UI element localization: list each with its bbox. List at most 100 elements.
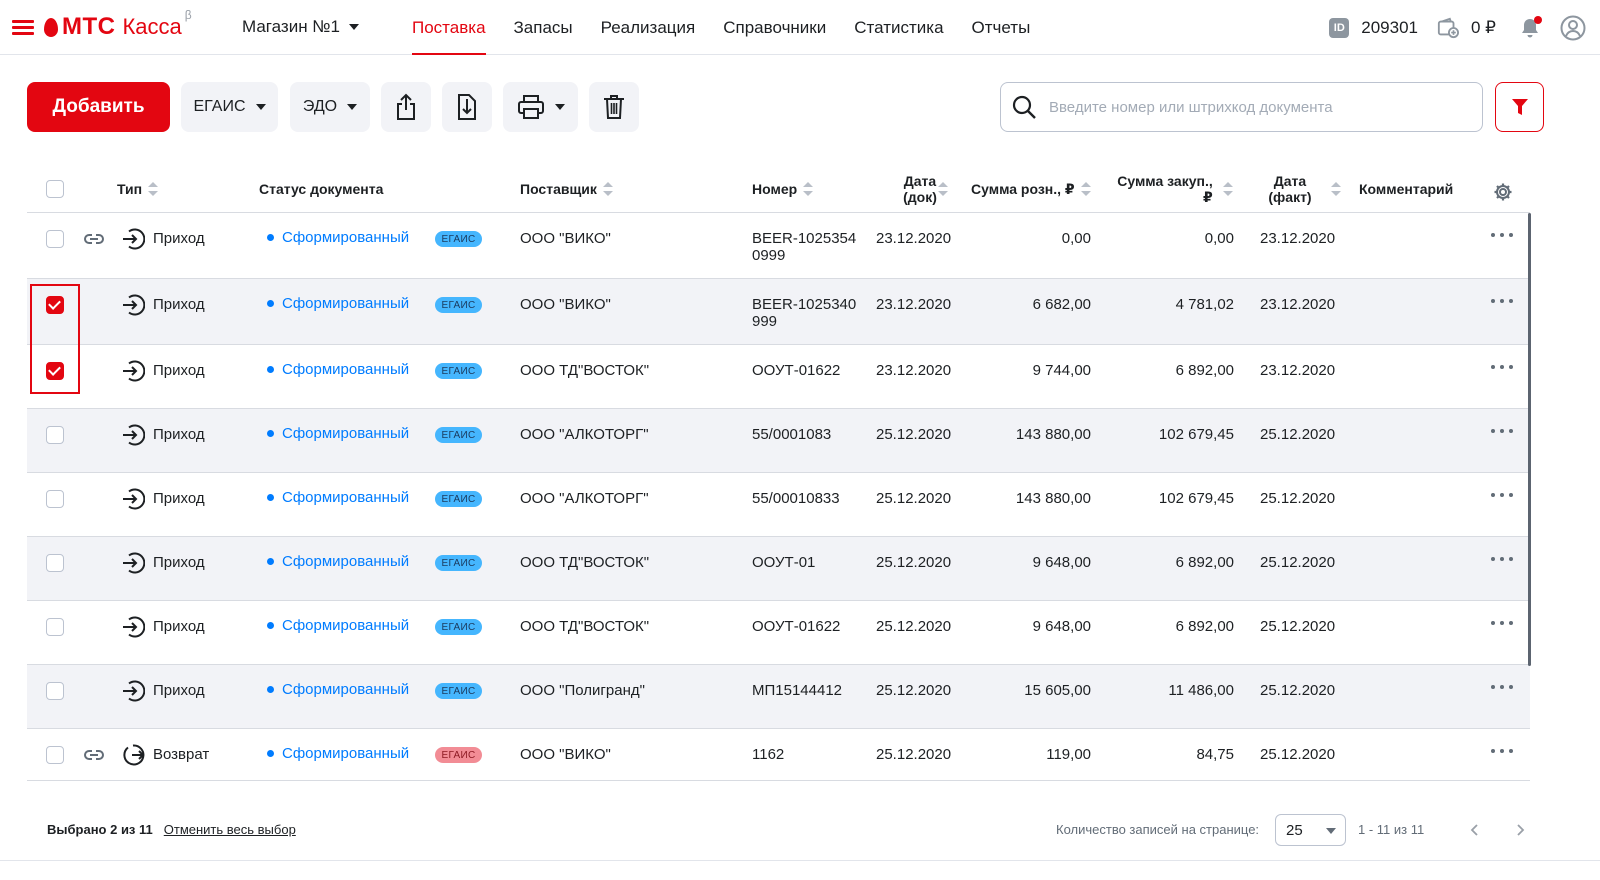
column-supplier[interactable]: Поставщик (520, 165, 613, 213)
egais-tag: ЕГАИС (435, 363, 482, 379)
row-status-link[interactable]: Сформированный (267, 553, 409, 570)
column-sum-retail-label: Сумма розн., ₽ (971, 180, 1075, 197)
row-sum-retail: 143 880,00 (1015, 490, 1091, 507)
nav-item[interactable]: Справочники (723, 18, 827, 37)
row-status-text: Сформированный (282, 489, 410, 506)
row-status-link[interactable]: Сформированный (267, 425, 409, 442)
export-button[interactable] (381, 82, 431, 132)
id-icon: ID (1329, 17, 1350, 38)
filter-button[interactable] (1495, 82, 1544, 132)
nav-item[interactable]: Статистика (854, 18, 944, 37)
nav-item[interactable]: Поставка (400, 0, 498, 55)
sort-icon[interactable] (1223, 181, 1233, 197)
select-all-checkbox[interactable] (46, 180, 64, 198)
table-row[interactable]: Приход Сформированный ЕГАИС ООО ТД"ВОСТОК" О… (27, 537, 1530, 601)
pagination-range: 1 - 11 из 11 (1358, 822, 1425, 837)
row-checkbox[interactable] (46, 426, 64, 444)
next-page-icon[interactable] (1513, 822, 1527, 838)
table-row[interactable]: Приход Сформированный ЕГАИС ООО "АЛКОТОРГ" 5… (27, 473, 1530, 537)
sort-icon (148, 181, 159, 197)
row-checkbox[interactable] (46, 230, 64, 248)
egais-tag: ЕГАИС (435, 683, 482, 699)
row-checkbox[interactable] (46, 296, 64, 314)
print-icon (517, 95, 544, 119)
more-options-icon[interactable] (1491, 620, 1513, 626)
table-scrollbar[interactable] (1528, 213, 1531, 666)
egais-dropdown[interactable]: ЕГАИС (181, 82, 278, 132)
more-options-icon[interactable] (1491, 232, 1513, 238)
row-status-link[interactable]: Сформированный (267, 681, 409, 698)
nav-item[interactable]: Отчеты (971, 18, 1031, 37)
table-row[interactable]: Приход Сформированный ЕГАИС ООО "АЛКОТОРГ" 5… (27, 409, 1530, 473)
row-checkbox[interactable] (46, 682, 64, 700)
sort-icon (1080, 181, 1091, 197)
more-options-icon[interactable] (1491, 556, 1513, 562)
row-checkbox[interactable] (46, 746, 64, 764)
row-status-link[interactable]: Сформированный (267, 745, 409, 762)
more-options-icon[interactable] (1491, 428, 1513, 434)
table-row[interactable]: Приход Сформированный ЕГАИС ООО ТД"ВОСТОК" О… (27, 345, 1530, 409)
gear-icon[interactable] (1493, 182, 1513, 202)
table-row[interactable]: Приход Сформированный ЕГАИС ООО ТД"ВОСТОК" О… (27, 601, 1530, 665)
column-comment-label: Комментарий (1359, 181, 1454, 197)
selection-summary: Выбрано 2 из 11 Отменить весь выбор (47, 822, 296, 837)
column-date-fact-label: Дата (факт) (1268, 173, 1311, 205)
bell-icon[interactable] (1518, 15, 1542, 40)
table-row[interactable]: Приход Сформированный ЕГАИС ООО "ВИКО" BEER-… (27, 279, 1530, 345)
column-status: Статус документа (259, 165, 383, 213)
more-options-icon[interactable] (1491, 298, 1513, 304)
row-date-fact: 23.12.2020 (1260, 230, 1336, 247)
row-status-text: Сформированный (282, 361, 410, 378)
search-input[interactable] (1049, 98, 1482, 116)
menu-icon[interactable] (12, 20, 34, 35)
per-page-select[interactable]: 25 (1275, 814, 1346, 846)
more-options-icon[interactable] (1491, 748, 1513, 754)
user-avatar-icon[interactable] (1560, 15, 1586, 41)
row-status-link[interactable]: Сформированный (267, 489, 409, 506)
column-date-doc[interactable]: Дата (док) (885, 165, 955, 213)
column-date-fact[interactable]: Дата (факт) (1259, 165, 1321, 213)
import-button[interactable] (442, 82, 492, 132)
add-button[interactable]: Добавить (27, 82, 170, 132)
wallet-icon[interactable] (1437, 17, 1459, 39)
link-icon[interactable] (83, 748, 105, 762)
row-checkbox[interactable] (46, 362, 64, 380)
egais-tag: ЕГАИС (435, 231, 482, 247)
edo-dropdown[interactable]: ЭДО (290, 82, 370, 132)
app-logo[interactable]: МТС Касса β (44, 8, 192, 42)
nav-item[interactable]: Запасы (513, 18, 573, 37)
prev-page-icon[interactable] (1468, 822, 1482, 838)
table-row[interactable]: Приход Сформированный ЕГАИС ООО "ВИКО" BEER-… (27, 213, 1530, 279)
row-status-link[interactable]: Сформированный (267, 229, 409, 246)
column-number[interactable]: Номер (752, 165, 814, 213)
more-options-icon[interactable] (1491, 364, 1513, 370)
row-checkbox[interactable] (46, 490, 64, 508)
sort-icon[interactable] (938, 181, 948, 197)
column-type[interactable]: Тип (117, 165, 159, 213)
table-row[interactable]: Приход Сформированный ЕГАИС ООО "Полигранд"… (27, 665, 1530, 729)
delete-button[interactable] (589, 82, 639, 132)
more-options-icon[interactable] (1491, 684, 1513, 690)
per-page-label: Количество записей на странице: (1056, 822, 1260, 837)
row-status-link[interactable]: Сформированный (267, 361, 409, 378)
table-row[interactable]: Возврат Сформированный ЕГАИС ООО "ВИКО" 1162… (27, 729, 1530, 781)
nav-item[interactable]: Реализация (600, 18, 696, 37)
print-dropdown[interactable] (503, 82, 578, 132)
row-checkbox[interactable] (46, 554, 64, 572)
row-status-link[interactable]: Сформированный (267, 295, 409, 312)
balance[interactable]: 0 ₽ (1471, 17, 1496, 37)
sort-icon[interactable] (1331, 181, 1341, 197)
column-sum-purchase[interactable]: Сумма закуп., ₽ (1115, 165, 1215, 213)
more-options-icon[interactable] (1491, 492, 1513, 498)
trash-icon (604, 95, 624, 119)
link-icon[interactable] (83, 232, 105, 246)
status-dot-icon (267, 300, 274, 307)
store-selector[interactable]: Магазин №1 (242, 17, 359, 37)
row-status-link[interactable]: Сформированный (267, 617, 409, 634)
clear-selection-link[interactable]: Отменить весь выбор (163, 822, 296, 837)
column-sum-retail[interactable]: Сумма розн., ₽ (971, 165, 1091, 213)
row-checkbox[interactable] (46, 618, 64, 636)
row-date-doc: 23.12.2020 (876, 296, 952, 313)
date-fact-line-1: Дата (1273, 173, 1307, 189)
row-date-fact: 25.12.2020 (1260, 426, 1336, 443)
